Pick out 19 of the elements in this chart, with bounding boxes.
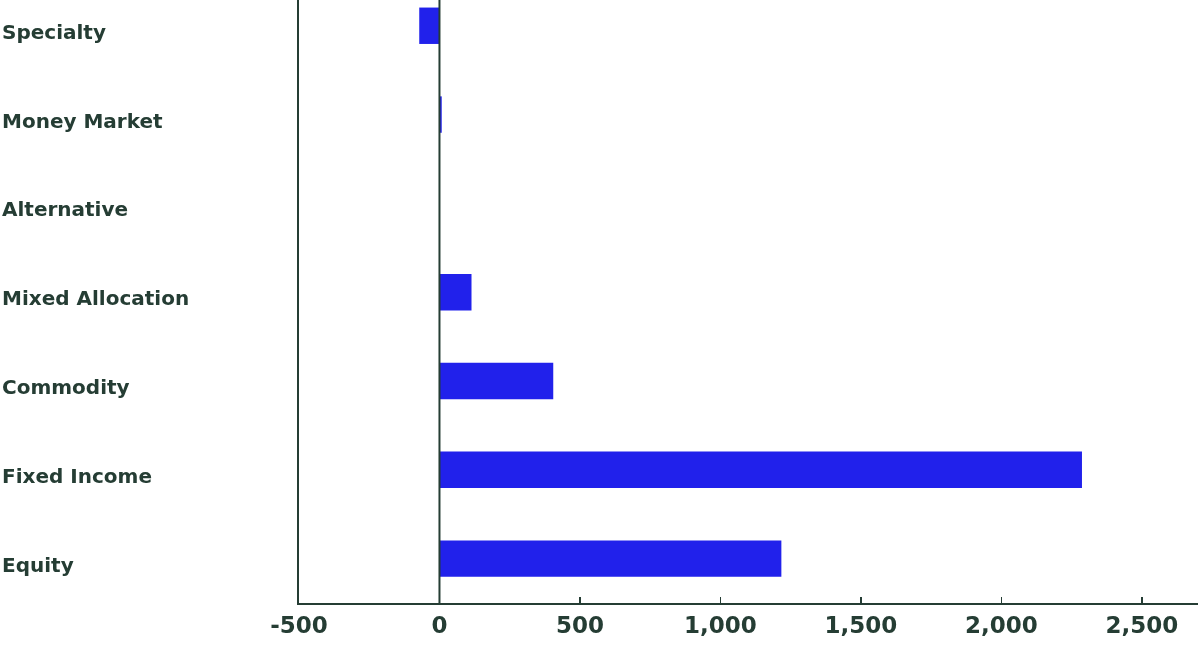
y-tick-label: Mixed Allocation — [2, 286, 190, 310]
bar — [439, 273, 472, 311]
x-tick-label: 2,500 — [1105, 611, 1179, 638]
x-tick-label: 0 — [431, 611, 448, 638]
bar — [439, 362, 554, 400]
x-tick-label: 1,000 — [684, 611, 757, 638]
y-tick-label: Money Market — [2, 109, 164, 133]
y-tick-label: Equity — [2, 553, 74, 577]
x-tick-label: 1,500 — [824, 611, 898, 638]
x-tick-label: -500 — [270, 611, 328, 638]
bar — [439, 540, 782, 577]
y-tick-label: Commodity — [2, 375, 130, 399]
bar — [419, 7, 440, 44]
y-tick-label: Alternative — [2, 197, 129, 221]
y-tick-label: Fixed Income — [2, 464, 152, 488]
bar — [439, 451, 1082, 488]
x-tick-label: 2,000 — [964, 611, 1038, 638]
y-tick-label: Specialty — [2, 20, 106, 44]
x-tick-label: 500 — [555, 611, 604, 638]
